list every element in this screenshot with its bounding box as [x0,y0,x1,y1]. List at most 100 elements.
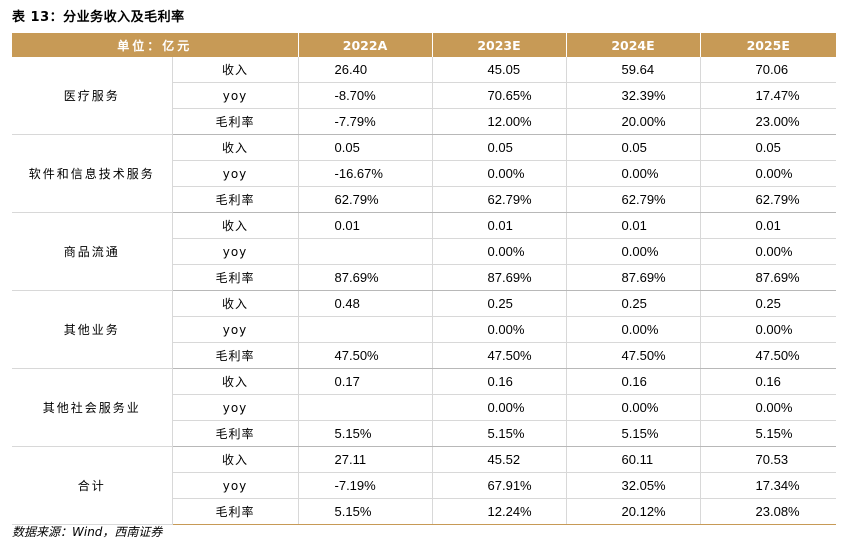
table-row: yoy -7.19% 67.91% 32.05% 17.34% [12,472,837,499]
value-cell: 45.05 [431,57,567,83]
value-cell: 0.05 [297,134,433,161]
table-row: 毛利率 5.15% 5.15% 5.15% 5.15% [12,420,837,447]
metric-label: 毛利率 [171,498,299,525]
value-cell: 62.79% [699,186,837,213]
value-cell: 32.05% [565,472,701,499]
value-cell: 12.24% [431,498,567,525]
value-cell: 70.06 [699,57,837,83]
table-row: yoy -8.70% 70.65% 32.39% 17.47% [12,82,837,109]
value-cell: 87.69% [431,264,567,291]
metric-label: yoy [171,472,299,499]
value-cell: 0.01 [297,212,433,239]
segment-name: 商品流通 [12,212,172,291]
value-cell: -16.67% [297,160,433,187]
value-cell: 47.50% [431,342,567,369]
value-cell: 45.52 [431,446,567,473]
metric-label: 收入 [171,212,299,239]
value-cell: 27.11 [297,446,433,473]
table-row: 其他社会服务业 收入 0.17 0.16 0.16 0.16 [12,368,837,447]
value-cell: 0.17 [297,368,433,395]
value-cell [297,316,433,343]
value-cell: 59.64 [565,57,701,83]
value-cell: -8.70% [297,82,433,109]
value-cell: 32.39% [565,82,701,109]
metric-label: 毛利率 [171,186,299,213]
table-row: yoy -16.67% 0.00% 0.00% 0.00% [12,160,837,187]
table-row: yoy 0.00% 0.00% 0.00% [12,394,837,421]
metric-label: yoy [171,316,299,343]
table-row: yoy 0.00% 0.00% 0.00% [12,316,837,343]
table-body: 医疗服务 收入 26.40 45.05 59.64 70.06 yoy -8.70% 70.65… [12,57,837,525]
value-cell: 0.00% [699,316,837,343]
metric-label: yoy [171,82,299,109]
source-note: 数据来源：Wind，西南证券 [12,525,163,539]
business-segment-table: 单位：亿元 2022A 2023E 2024E 2025E 医疗服务 收入 26.4… [12,33,837,525]
metric-label: yoy [171,394,299,421]
year-header: 2024E [565,33,701,57]
table-row: 毛利率 87.69% 87.69% 87.69% 87.69% [12,264,837,291]
metric-label: 收入 [171,290,299,317]
value-cell: 0.00% [431,394,567,421]
value-cell: 87.69% [699,264,837,291]
value-cell: 26.40 [297,57,433,83]
value-cell: 0.48 [297,290,433,317]
segment-name: 合计 [12,446,172,525]
value-cell: 5.15% [699,420,837,447]
metric-label: 收入 [171,134,299,161]
value-cell: 23.08% [699,498,837,525]
value-cell: 47.50% [565,342,701,369]
value-cell: 0.00% [431,160,567,187]
table-row: 商品流通 收入 0.01 0.01 0.01 0.01 [12,212,837,291]
metric-label: yoy [171,238,299,265]
value-cell: 0.00% [699,394,837,421]
value-cell: 0.00% [699,160,837,187]
metric-label: yoy [171,160,299,187]
table-row: 毛利率 47.50% 47.50% 47.50% 47.50% [12,342,837,369]
value-cell: 12.00% [431,108,567,135]
value-cell: 0.00% [565,394,701,421]
value-cell: 0.16 [565,368,701,395]
value-cell: -7.19% [297,472,433,499]
segment-name: 其他社会服务业 [12,368,172,447]
value-cell: 5.15% [431,420,567,447]
year-header: 2023E [431,33,567,57]
value-cell: 0.01 [565,212,701,239]
value-cell: 5.15% [297,420,433,447]
value-cell: -7.79% [297,108,433,135]
table-row: 合计 收入 27.11 45.52 60.11 70.53 [12,446,837,525]
metric-label: 收入 [171,368,299,395]
value-cell: 0.00% [699,238,837,265]
value-cell: 67.91% [431,472,567,499]
value-cell: 0.00% [431,238,567,265]
value-cell: 70.53 [699,446,837,473]
table-title: 表 13：分业务收入及毛利率 [12,10,185,25]
value-cell: 20.00% [565,108,701,135]
value-cell: 0.00% [565,316,701,343]
table-row: 医疗服务 收入 26.40 45.05 59.64 70.06 [12,57,837,135]
segment-name: 医疗服务 [12,57,172,135]
table-row: yoy 0.00% 0.00% 0.00% [12,238,837,265]
metric-label: 毛利率 [171,342,299,369]
value-cell: 47.50% [699,342,837,369]
metric-label: 毛利率 [171,108,299,135]
value-cell: 0.00% [431,316,567,343]
year-header: 2022A [297,33,433,57]
value-cell: 60.11 [565,446,701,473]
value-cell: 0.05 [431,134,567,161]
table-row: 毛利率 62.79% 62.79% 62.79% 62.79% [12,186,837,213]
value-cell: 0.16 [431,368,567,395]
value-cell: 0.25 [699,290,837,317]
value-cell: 0.16 [699,368,837,395]
value-cell: 5.15% [565,420,701,447]
value-cell: 0.01 [431,212,567,239]
value-cell: 0.00% [565,238,701,265]
value-cell: 62.79% [431,186,567,213]
value-cell: 0.01 [699,212,837,239]
value-cell [297,238,433,265]
value-cell: 87.69% [565,264,701,291]
value-cell: 23.00% [699,108,837,135]
table-row: 毛利率 -7.79% 12.00% 20.00% 23.00% [12,108,837,135]
metric-label: 毛利率 [171,420,299,447]
value-cell: 20.12% [565,498,701,525]
value-cell: 62.79% [565,186,701,213]
